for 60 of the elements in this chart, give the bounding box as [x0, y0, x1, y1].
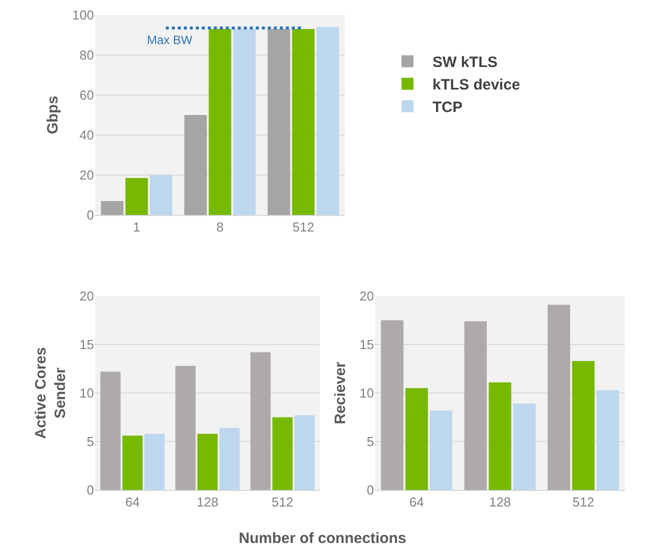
bar [100, 372, 121, 490]
bar [219, 428, 240, 490]
bar [268, 29, 290, 215]
x-tick-label: 8 [216, 220, 224, 235]
bar [464, 321, 487, 490]
bar [125, 178, 148, 215]
legend-label: kTLS device [432, 76, 520, 94]
y-tick-label: 100 [72, 8, 94, 23]
bar [294, 415, 315, 490]
y-tick-label: 5 [366, 434, 374, 450]
bar [250, 352, 271, 490]
y-tick-label: 40 [80, 128, 94, 143]
y-tick-label: 15 [80, 337, 94, 352]
x-axis-title: Number of connections [238, 530, 408, 547]
ref-line-label: Max BW [147, 33, 194, 47]
x-tick-label: 64 [409, 494, 424, 510]
bar [513, 404, 536, 490]
y-tick-label: 20 [360, 288, 374, 304]
legend-label: TCP [432, 99, 462, 116]
bar [380, 320, 404, 490]
y-tick-label: 20 [80, 288, 94, 304]
bar [100, 201, 124, 215]
y-tick-label: 0 [86, 208, 94, 223]
bar [272, 417, 293, 490]
bar [292, 29, 315, 215]
x-tick-label: 512 [292, 220, 314, 235]
y-tick-label: 10 [80, 386, 94, 401]
x-tick-label: 128 [489, 494, 511, 510]
y-axis-title: Active Cores Sender [32, 347, 69, 439]
bar [175, 366, 196, 490]
x-tick-label: 64 [125, 494, 140, 510]
x-tick-label: 512 [572, 494, 594, 510]
y-tick-label: 15 [360, 337, 374, 352]
bar [197, 434, 218, 490]
legend-label: SW kTLS [432, 54, 498, 72]
y-axis-title: Reciever [332, 362, 349, 424]
bar [184, 115, 207, 215]
x-tick-label: 1 [133, 220, 140, 235]
bar [572, 360, 595, 490]
x-tick-label: 128 [196, 494, 218, 510]
x-tick-label: 512 [272, 494, 294, 510]
bar [144, 434, 165, 490]
bar [488, 382, 512, 490]
bar [122, 436, 143, 490]
y-tick-label: 5 [86, 434, 94, 450]
y-tick-label: 20 [80, 168, 94, 183]
bar [405, 388, 428, 490]
bar [208, 29, 232, 215]
bar [548, 304, 570, 490]
y-tick-label: 60 [80, 88, 94, 103]
y-tick-label: 10 [360, 386, 374, 401]
y-tick-label: 0 [86, 482, 94, 498]
bar [233, 29, 256, 215]
y-tick-label: 0 [366, 482, 374, 498]
y-axis-title: Gbps [44, 96, 62, 134]
bar [150, 175, 172, 215]
bar [316, 27, 340, 215]
y-tick-label: 80 [80, 48, 94, 63]
bar [430, 410, 452, 490]
bar [596, 390, 620, 490]
